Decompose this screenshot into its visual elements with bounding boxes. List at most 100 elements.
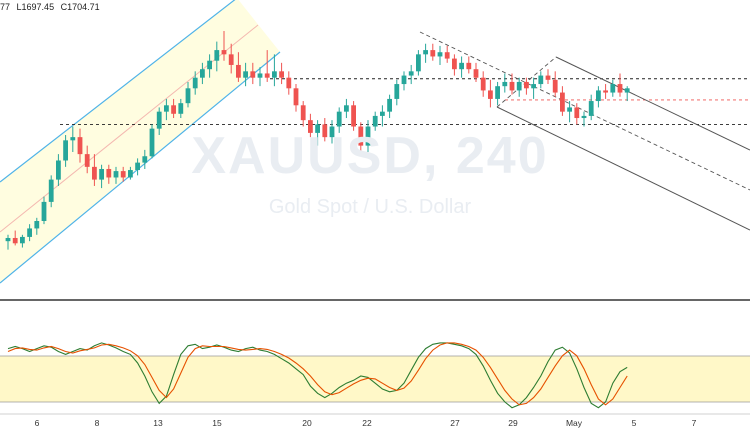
candle-28 (207, 54, 212, 78)
candle-body (149, 128, 155, 157)
candle-40 (293, 84, 299, 112)
candle-body (156, 111, 162, 129)
candle-body (207, 60, 212, 70)
candle-30 (221, 30, 227, 61)
candle-body (437, 52, 443, 57)
candle-body (322, 124, 328, 138)
candle-9 (70, 126, 76, 152)
watermark-description: Gold Spot / U.S. Dollar (268, 196, 472, 218)
stochastic-oscillator (7, 342, 628, 409)
time-axis-label: 5 (632, 418, 637, 428)
candle-body (315, 124, 320, 133)
candle-72 (524, 77, 529, 95)
candle-body (20, 236, 25, 244)
candle-body (560, 92, 565, 112)
candle-body (192, 77, 198, 89)
candle-43 (315, 120, 320, 146)
candle-body (279, 71, 284, 78)
candle-body (164, 105, 169, 112)
time-axis-label: 7 (692, 418, 697, 428)
ohlc-close-fragment: 77 (0, 2, 11, 12)
candle-body (243, 71, 248, 78)
candle-55 (401, 71, 407, 91)
candle-body (596, 90, 601, 102)
candle-body (329, 126, 335, 138)
stochastic-k-line (7, 342, 628, 409)
pitchfork-lower-tine (496, 106, 750, 231)
candle-11 (84, 145, 90, 174)
candle-body (63, 140, 68, 161)
candle-17 (128, 166, 133, 180)
time-axis-label: 20 (302, 418, 312, 428)
candle-body (308, 120, 313, 133)
candle-16 (120, 166, 126, 182)
candle-body (286, 77, 292, 89)
candle-body (524, 81, 529, 89)
candle-body (495, 86, 500, 99)
candle-body (380, 111, 385, 116)
candle-body (264, 73, 270, 78)
time-axis-label: 29 (508, 418, 518, 428)
candle-body (480, 77, 486, 91)
candle-body (48, 179, 54, 202)
candle-25 (185, 81, 191, 108)
candle-body (488, 90, 493, 99)
candle-body (444, 52, 450, 59)
candle-47 (344, 98, 349, 119)
candle-86 (624, 86, 630, 102)
candle-36 (264, 50, 270, 82)
candle-body (336, 111, 342, 127)
candle-46 (336, 107, 342, 133)
candle-18 (135, 158, 140, 176)
candle-81 (588, 94, 594, 121)
candle-body (538, 75, 544, 85)
candle-39 (286, 71, 292, 95)
candle-5 (41, 196, 47, 225)
candle-body (92, 166, 97, 180)
candle-34 (250, 62, 256, 85)
candle-body (473, 69, 479, 78)
candle-52 (380, 105, 385, 127)
candle-66 (480, 71, 486, 97)
candle-body (365, 126, 371, 146)
watermark-symbol: XAUUSD, 240 (191, 127, 549, 185)
candle-body (27, 228, 32, 237)
candle-body (552, 79, 558, 93)
candle-body (214, 50, 220, 61)
candle-2 (20, 234, 25, 248)
candle-78 (567, 101, 572, 123)
candle-80 (581, 111, 587, 127)
candle-body (113, 171, 119, 178)
candle-59 (430, 43, 436, 61)
candle-body (423, 50, 428, 55)
candle-body (617, 84, 623, 93)
candle-body (257, 73, 263, 78)
candle-body (120, 171, 126, 178)
candle-35 (257, 67, 263, 87)
candle-10 (77, 128, 83, 163)
candle-body (142, 156, 148, 163)
candle-69 (502, 73, 508, 93)
candle-53 (387, 94, 392, 119)
candle-body (344, 105, 349, 112)
candle-50 (365, 120, 371, 152)
candle-3 (27, 224, 32, 242)
candle-body (250, 71, 256, 78)
candle-62 (452, 54, 457, 76)
candle-14 (106, 164, 112, 184)
candle-body (531, 84, 536, 89)
candle-body (135, 162, 140, 171)
candle-body (41, 201, 47, 221)
candle-body (603, 90, 608, 93)
candle-body (293, 88, 299, 106)
candle-body (236, 64, 241, 78)
candle-body (466, 62, 472, 70)
candle-body (401, 75, 407, 85)
time-axis[interactable]: 6 8 13 15 20 22 27 29 May 5 7 (35, 418, 697, 428)
candle-body (588, 101, 594, 116)
candle-22 (164, 98, 169, 121)
candle-49 (358, 122, 364, 155)
stochastic-d-line (7, 342, 628, 406)
candle-79 (574, 103, 580, 125)
